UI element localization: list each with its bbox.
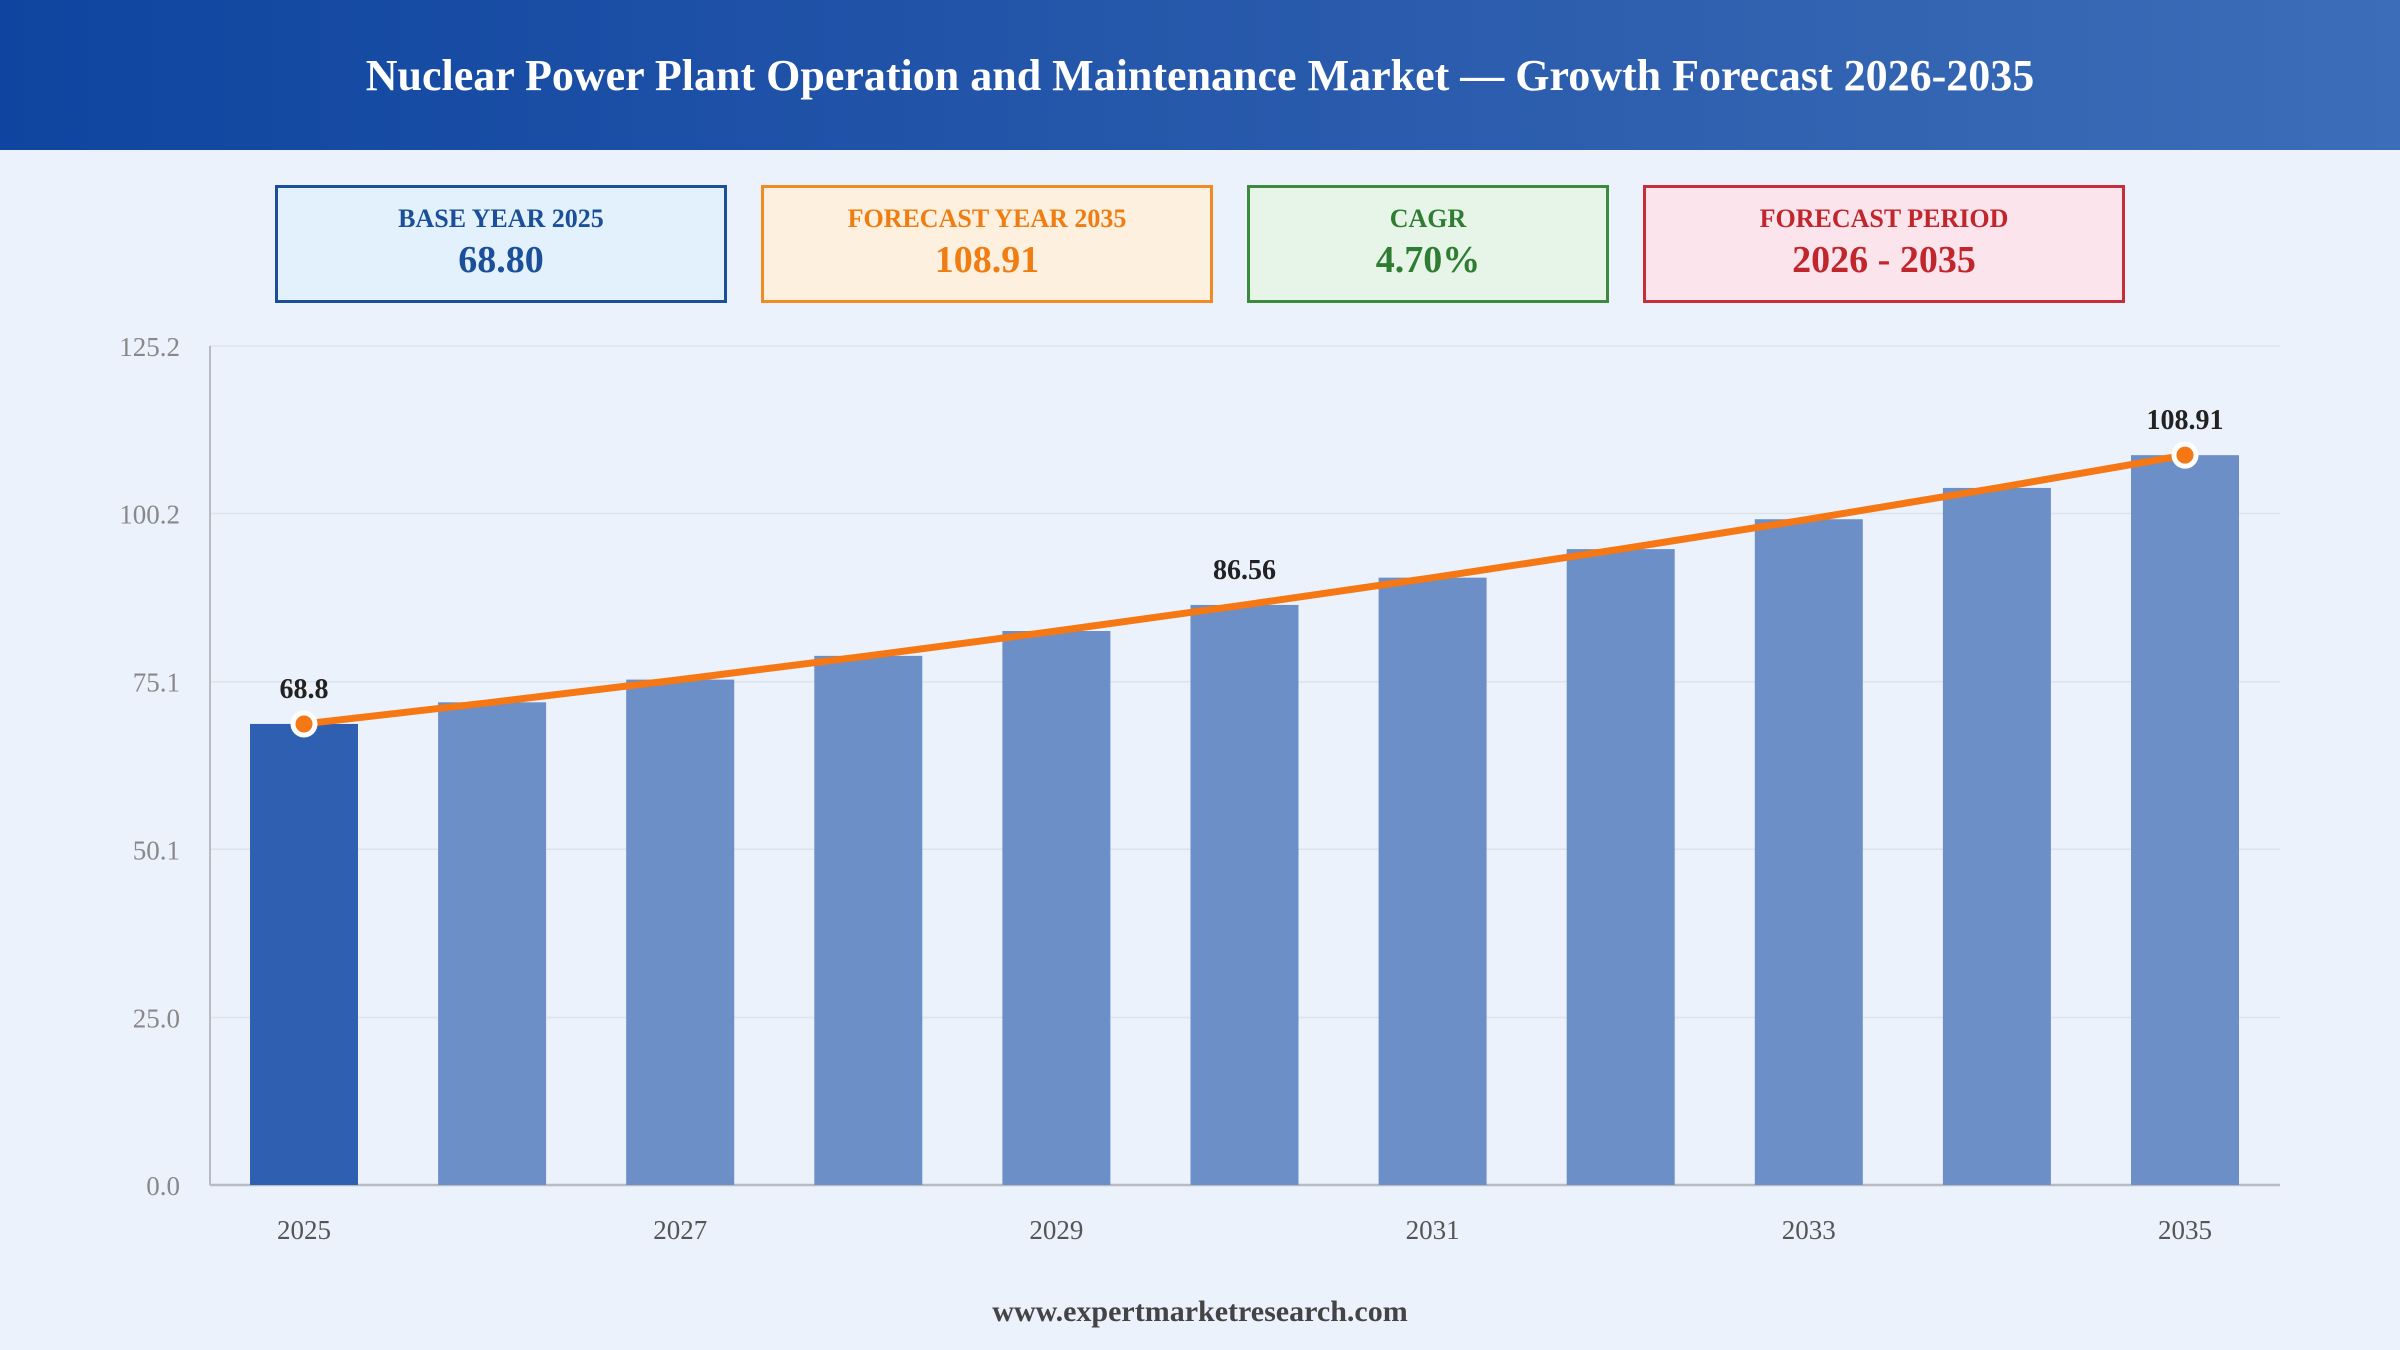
y-tick-label: 75.1 <box>133 668 180 698</box>
cagr-value: 4.70% <box>1375 238 1481 281</box>
x-tick-label: 2027 <box>653 1215 707 1245</box>
forecast-period-value: 2026 - 2035 <box>1792 238 1976 281</box>
bar <box>2131 455 2239 1185</box>
bar <box>1002 631 1111 1185</box>
base-year-value: 68.80 <box>458 238 544 281</box>
bar <box>438 702 547 1185</box>
bar <box>1378 577 1487 1185</box>
base-year-card: BASE YEAR 2025 68.80 <box>275 185 727 303</box>
y-tick-label: 100.2 <box>119 500 180 530</box>
forecast-year-value: 108.91 <box>934 238 1040 281</box>
bar <box>250 723 358 1185</box>
forecast-period-label: FORECAST PERIOD <box>1759 203 2009 233</box>
base-year-label: BASE YEAR 2025 <box>398 203 604 233</box>
cagr-card: CAGR 4.70% <box>1247 185 1609 303</box>
header-banner: Nuclear Power Plant Operation and Mainte… <box>0 0 2400 150</box>
data-label: 68.8 <box>280 674 329 705</box>
data-label: 86.56 <box>1213 555 1276 586</box>
y-tick-label: 50.1 <box>133 835 180 865</box>
data-label: 108.91 <box>2147 405 2224 436</box>
y-tick-label: 0.0 <box>146 1171 180 1201</box>
bar <box>1754 519 1863 1185</box>
x-tick-label: 2025 <box>277 1215 331 1245</box>
x-tick-label: 2035 <box>2158 1215 2212 1245</box>
data-point-marker <box>2171 441 2199 469</box>
chart-title: Nuclear Power Plant Operation and Mainte… <box>365 50 2035 100</box>
forecast-year-card: FORECAST YEAR 2035 108.91 <box>761 185 1213 303</box>
x-tick-label: 2033 <box>1782 1215 1836 1245</box>
bar <box>1190 604 1299 1185</box>
bar <box>1566 549 1675 1185</box>
trend-line <box>300 451 2189 728</box>
y-tick-label: 25.0 <box>133 1003 180 1033</box>
data-point-marker <box>290 710 318 738</box>
forecast-period-card: FORECAST PERIOD 2026 - 2035 <box>1643 185 2125 303</box>
bar <box>814 655 923 1185</box>
bar <box>626 679 735 1185</box>
x-tick-label: 2029 <box>1029 1215 1083 1245</box>
x-tick-label: 2031 <box>1406 1215 1460 1245</box>
footer-url: www.expertmarketresearch.com <box>992 1295 1408 1328</box>
forecast-year-label: FORECAST YEAR 2035 <box>847 203 1127 233</box>
cagr-label: CAGR <box>1389 203 1467 233</box>
y-tick-label: 125.2 <box>119 332 180 362</box>
bar <box>1942 487 2051 1185</box>
